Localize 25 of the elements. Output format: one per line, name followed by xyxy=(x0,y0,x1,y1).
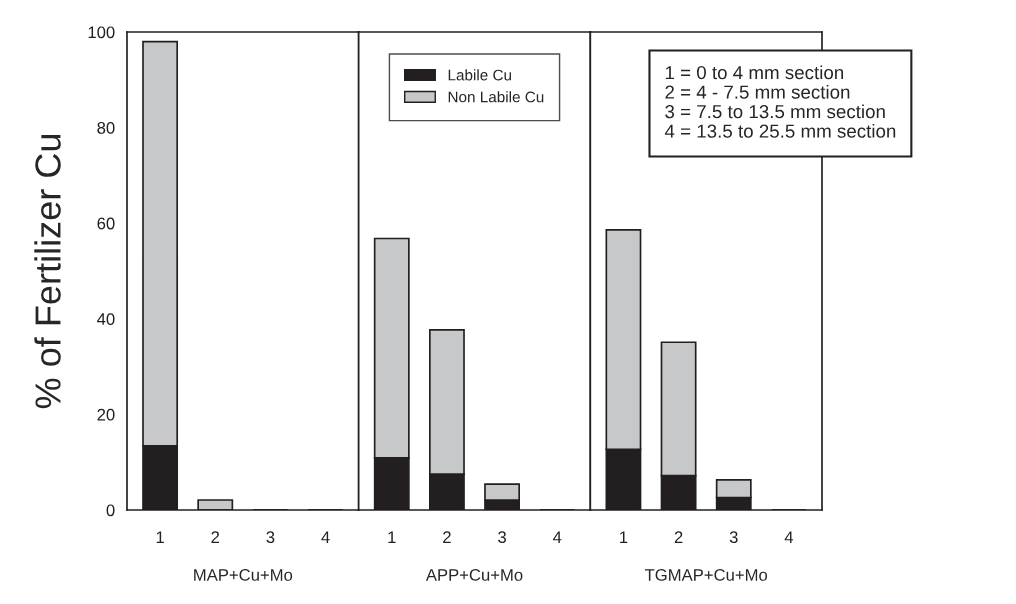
x-tick-label: 2 xyxy=(443,531,451,543)
x-tick-label: 2 xyxy=(211,531,220,543)
x-tick-label: 4 xyxy=(784,531,794,543)
x-tick-label: 4 xyxy=(552,531,562,543)
annotation: 1 = 0 to 4 mm section 2 = 4 - 7.5 mm section 3 = 7.5 to 13.5 mm section 4 = 13.5 to 25.5 mm section xyxy=(664,65,896,138)
x-axis-title: MAP+Cu+Mo xyxy=(194,569,293,581)
y-tick-label: 20 xyxy=(97,408,115,421)
x-tick-label: 1 xyxy=(156,531,164,543)
y-tick-label: 60 xyxy=(97,217,115,230)
legend-label: Labile Cu xyxy=(448,69,512,81)
y-tick-label: 80 xyxy=(97,122,115,134)
x-tick-label: 3 xyxy=(266,531,275,544)
x-axis-title: APP+Cu+Mo xyxy=(425,569,523,581)
x-tick-label: 2 xyxy=(674,531,683,543)
y-axis-title: % of Fertilizer Cu xyxy=(34,134,61,409)
x-tick-label: 1 xyxy=(620,531,628,543)
x-tick-label: 1 xyxy=(388,531,396,543)
x-tick-label: 4 xyxy=(321,531,330,543)
legend-label: Non Labile Cu xyxy=(448,91,544,103)
y-tick-label: 0 xyxy=(106,504,115,517)
x-tick-label: 3 xyxy=(498,531,506,544)
y-tick-label: 40 xyxy=(97,313,115,325)
x-axis-title: TGMAP+Cu+Mo xyxy=(644,569,768,581)
y-tick-label: 100 xyxy=(88,26,115,39)
x-tick-label: 3 xyxy=(729,531,738,544)
